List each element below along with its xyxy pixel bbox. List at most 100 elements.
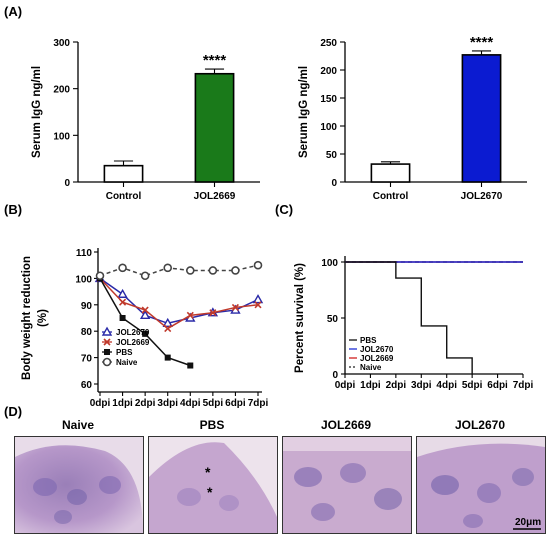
bar: [103, 164, 144, 183]
legend-label: JOL2669: [116, 338, 150, 347]
x-tick-label: 1dpi: [360, 380, 381, 391]
scale-bar-label: 20μm: [515, 517, 541, 528]
legend-label: Naive: [360, 363, 382, 372]
necrosis-marker: *: [205, 464, 211, 480]
x-tick-label: 4dpi: [436, 380, 457, 391]
y-axis-label: Percent survival (%): [294, 263, 306, 373]
necrosis-marker: *: [207, 484, 213, 500]
data-point: [162, 317, 173, 327]
x-tick-label: 7dpi: [513, 380, 534, 391]
data-point: [164, 354, 171, 361]
y-tick-label: 100: [53, 131, 70, 142]
x-tick-label: 2dpi: [386, 380, 407, 391]
x-tick-label: 5dpi: [203, 398, 224, 409]
x-tick-label: 7dpi: [248, 398, 269, 409]
histology-label-jol2669: JOL2669: [320, 418, 372, 432]
histology-image-jol2669: [282, 436, 412, 534]
tissue-section: [283, 437, 411, 533]
legend-label: JOL2670: [360, 345, 394, 354]
panel-c: (C) 0 50 100 0dpi 1dpi 2dpi 3dpi 4dpi 5dpi 6dpi 7d…: [275, 202, 533, 391]
histology-image-naive: [14, 436, 144, 534]
data-point: [141, 306, 149, 314]
tissue-section: [15, 437, 143, 533]
y-tick-label: 250: [320, 38, 337, 49]
data-point: [163, 263, 173, 273]
y-tick-label: 70: [81, 354, 93, 365]
data-point: [103, 338, 111, 346]
x-tick-label: 5dpi: [462, 380, 483, 391]
data-point: [253, 260, 263, 270]
histology-panel: * * 20μm Naive PBS JOL2669 JOL2670: [14, 418, 546, 536]
y-tick-label: 60: [81, 380, 93, 391]
panel-a-tag: (A): [4, 4, 22, 19]
y-axis-label: (%): [37, 309, 49, 327]
x-tick-label: 4dpi: [180, 398, 201, 409]
data-point: [95, 271, 105, 281]
data-point: [119, 298, 127, 306]
y-tick-label: 0: [64, 178, 70, 189]
x-tick-label: 1dpi: [112, 398, 133, 409]
series-line: [345, 261, 473, 374]
significance-label: ****: [203, 52, 227, 69]
y-tick-label: 200: [53, 85, 70, 96]
y-tick-label: 300: [53, 38, 70, 49]
y-tick-label: 50: [327, 314, 339, 325]
legend-label: PBS: [360, 336, 377, 345]
chart-a-right: 0 50 100 150 200 250 Control JOL2670 **** Serum I…: [298, 34, 527, 200]
data-point: [139, 309, 151, 320]
histology-label-naive: Naive: [61, 418, 95, 432]
data-point: [119, 315, 126, 321]
data-point: [142, 330, 149, 337]
x-tick-label: 0dpi: [90, 398, 111, 409]
y-tick-label: 100: [320, 122, 337, 133]
legend-label: PBS: [116, 348, 133, 357]
x-tick-label: 3dpi: [157, 398, 178, 409]
y-axis-label: Serum IgG ng/ml: [31, 66, 43, 158]
y-tick-label: 80: [81, 327, 93, 338]
data-point: [231, 303, 239, 312]
bar: [194, 72, 235, 183]
data-point: [117, 288, 128, 298]
data-point: [186, 311, 194, 319]
histology-label-jol2670: JOL2670: [454, 418, 506, 432]
x-tick-label: Control: [373, 191, 409, 200]
legend-label: JOL2669: [360, 354, 394, 363]
panel-d-tag: (D): [4, 404, 23, 419]
y-tick-label: 0: [332, 370, 338, 381]
chart-b: 60 70 80 90 100 110 0dpi 1dpi 2dpi 3dpi 4dpi 5dpi 6d…: [21, 248, 268, 409]
data-point: [102, 357, 112, 367]
chart-c: 0 50 100 0dpi 1dpi 2dpi 3dpi 4dpi 5dpi 6dpi 7dpi PB…: [294, 256, 533, 391]
significance-label: ****: [470, 34, 494, 51]
data-point: [101, 326, 113, 336]
legend-label: Naive: [116, 358, 138, 367]
y-axis-label: Body weight reduction: [21, 256, 33, 380]
data-point: [164, 324, 172, 333]
data-point: [118, 263, 127, 273]
y-axis-label: Serum IgG ng/ml: [298, 66, 310, 158]
bar: [461, 54, 502, 183]
y-tick-label: 100: [75, 274, 92, 285]
data-point: [185, 266, 195, 275]
bar: [370, 163, 411, 183]
y-tick-label: 200: [320, 66, 337, 77]
x-tick-label: 2dpi: [135, 398, 156, 409]
y-tick-label: 90: [81, 301, 93, 312]
series-line: [99, 277, 259, 330]
x-tick-label: 0dpi: [335, 380, 356, 391]
x-tick-label: 6dpi: [487, 380, 508, 391]
x-tick-label: JOL2670: [461, 191, 503, 200]
x-tick-label: 3dpi: [411, 380, 432, 391]
data-point: [187, 362, 194, 369]
data-point: [140, 271, 150, 281]
x-tick-label: JOL2669: [194, 191, 236, 200]
data-point: [231, 266, 240, 275]
series-line: [99, 278, 191, 367]
y-tick-label: 100: [321, 258, 338, 269]
panel-b: (B) 60 70 80 90 100 110 0dpi 1dpi 2dpi 3dpi 4dpi 5d…: [4, 202, 268, 409]
tissue-section: * *: [149, 437, 277, 533]
data-point: [104, 349, 110, 355]
histology-image-pbs: * *: [148, 436, 278, 534]
panel-a: (A) 0 100 200 300 Control JOL2669 **** Serum Ig…: [4, 4, 527, 200]
y-tick-label: 150: [320, 94, 337, 105]
y-tick-label: 0: [331, 178, 337, 189]
